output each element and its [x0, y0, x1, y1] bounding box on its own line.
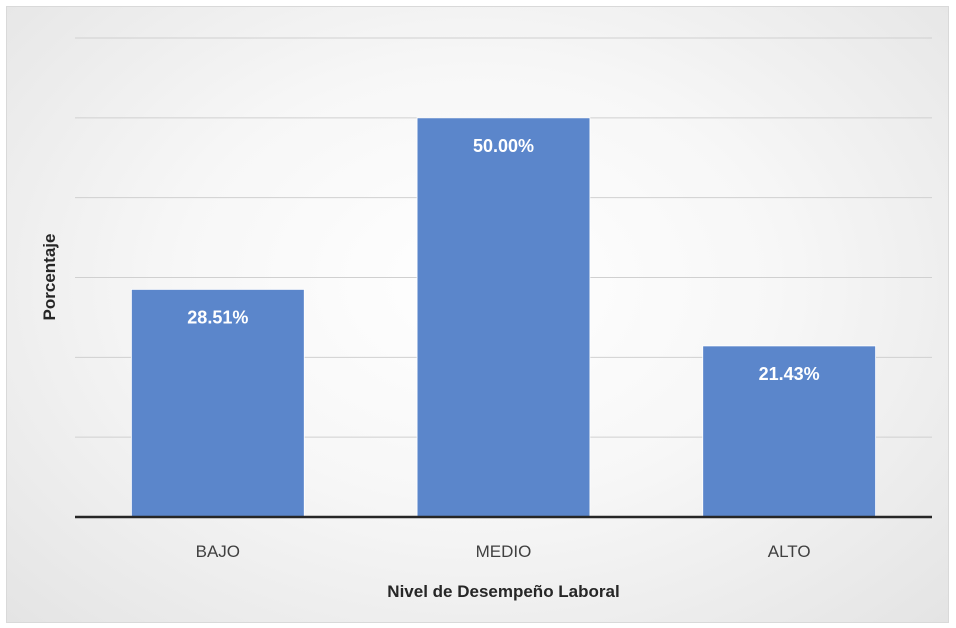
x-tick-label-bajo: BAJO — [196, 542, 240, 561]
x-tick-label-medio: MEDIO — [476, 542, 532, 561]
bar-medio — [416, 117, 591, 518]
data-label-medio: 50.00% — [473, 136, 534, 156]
y-axis-title: Porcentaje — [40, 234, 59, 321]
bars: 28.51% 50.00% 21.43% — [131, 117, 876, 518]
data-label-bajo: 28.51% — [187, 307, 248, 327]
data-label-alto: 21.43% — [759, 364, 820, 384]
x-axis-title: Nivel de Desempeño Laboral — [387, 582, 619, 601]
x-tick-labels: BAJO MEDIO ALTO — [196, 542, 811, 561]
x-tick-label-alto: ALTO — [768, 542, 811, 561]
chart-frame: 28.51% 50.00% 21.43% BAJO MEDIO ALTO Nivel d… — [6, 6, 949, 623]
bar-alto — [702, 345, 876, 518]
bar-bajo — [131, 288, 305, 518]
bar-chart: 28.51% 50.00% 21.43% BAJO MEDIO ALTO Nivel d… — [40, 37, 932, 601]
